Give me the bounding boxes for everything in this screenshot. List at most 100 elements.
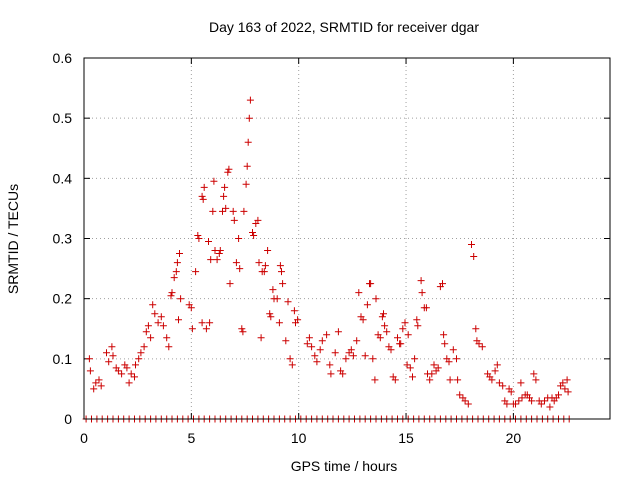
data-point — [493, 361, 501, 369]
data-point — [401, 319, 409, 327]
data-point — [353, 337, 361, 345]
data-point — [154, 319, 162, 327]
data-point — [269, 286, 277, 294]
data-point — [530, 370, 538, 378]
data-point — [149, 301, 157, 309]
data-point — [207, 256, 215, 264]
data-point — [326, 361, 334, 369]
data-point — [503, 400, 511, 408]
data-point — [127, 370, 135, 378]
data-point — [244, 138, 252, 146]
data-point — [359, 316, 367, 324]
data-point — [468, 241, 475, 248]
data-point — [378, 313, 386, 321]
data-point — [260, 268, 268, 276]
data-point — [495, 379, 503, 387]
data-point — [518, 394, 526, 402]
data-point — [334, 328, 342, 336]
data-point — [305, 334, 313, 342]
data-point — [222, 204, 230, 212]
data-point — [286, 355, 294, 363]
data-point — [170, 274, 178, 282]
data-point — [224, 168, 232, 176]
data-point — [512, 400, 519, 408]
data-point — [90, 385, 98, 393]
data-point — [537, 400, 545, 408]
data-point — [475, 340, 483, 348]
data-point — [198, 319, 206, 327]
data-point — [167, 292, 175, 300]
data-point — [470, 253, 478, 260]
data-point — [441, 340, 449, 348]
data-point — [380, 310, 387, 318]
data-point — [246, 96, 254, 104]
data-point — [202, 325, 210, 333]
data-point — [249, 229, 256, 236]
data-point — [381, 322, 389, 330]
data-point — [478, 343, 486, 351]
data-point — [418, 289, 426, 297]
data-point — [255, 259, 263, 267]
data-point — [103, 349, 110, 357]
data-point — [216, 247, 224, 254]
data-point — [147, 334, 155, 342]
data-point — [564, 388, 572, 396]
data-point — [176, 250, 183, 257]
data-point — [453, 355, 460, 363]
data-point — [187, 304, 195, 312]
data-point — [464, 400, 472, 408]
x-axis-title: GPS time / hours — [291, 458, 398, 474]
data-point — [409, 373, 416, 381]
data-point — [546, 403, 554, 411]
data-point — [245, 114, 253, 122]
data-point — [507, 388, 515, 396]
data-point — [413, 316, 421, 324]
data-point — [97, 382, 105, 390]
data-point — [303, 340, 311, 348]
data-point — [140, 343, 148, 351]
data-point — [369, 355, 377, 363]
data-point — [230, 216, 238, 224]
data-point — [339, 370, 347, 378]
data-point — [488, 376, 496, 384]
tick-labels: 0 0.1 0.2 0.3 0.4 0.5 0.6 0 5 10 15 20 — [53, 50, 522, 446]
x-tick-label: 20 — [506, 430, 522, 446]
data-point — [232, 259, 240, 267]
data-point — [194, 232, 202, 239]
data-point — [499, 382, 507, 390]
data-point — [517, 379, 525, 387]
data-point — [342, 355, 350, 363]
y-tick-label: 0.2 — [53, 291, 73, 307]
data-point — [267, 313, 275, 321]
data-point — [515, 397, 523, 405]
data-point — [555, 391, 562, 399]
data-points — [82, 96, 573, 423]
data-point — [446, 376, 454, 384]
data-point — [205, 238, 212, 245]
data-point — [276, 262, 284, 270]
data-point — [399, 325, 407, 333]
data-point — [313, 358, 321, 366]
data-point — [144, 322, 152, 330]
data-point — [215, 250, 223, 257]
data-point — [175, 316, 182, 324]
data-point — [434, 364, 442, 372]
data-point — [561, 385, 569, 393]
data-point — [264, 247, 272, 254]
data-point — [472, 325, 480, 333]
data-point — [288, 361, 296, 369]
data-point — [135, 355, 143, 363]
data-point — [236, 265, 244, 273]
data-point — [172, 268, 180, 276]
data-point — [428, 370, 436, 378]
data-point — [559, 379, 567, 387]
data-point — [456, 391, 464, 399]
data-point — [355, 289, 363, 297]
data-point — [454, 376, 462, 384]
data-point — [323, 331, 331, 339]
data-point — [242, 180, 250, 188]
data-point — [371, 376, 379, 384]
y-tick-label: 0.3 — [53, 231, 73, 247]
data-point — [206, 319, 214, 327]
data-point — [430, 361, 438, 369]
